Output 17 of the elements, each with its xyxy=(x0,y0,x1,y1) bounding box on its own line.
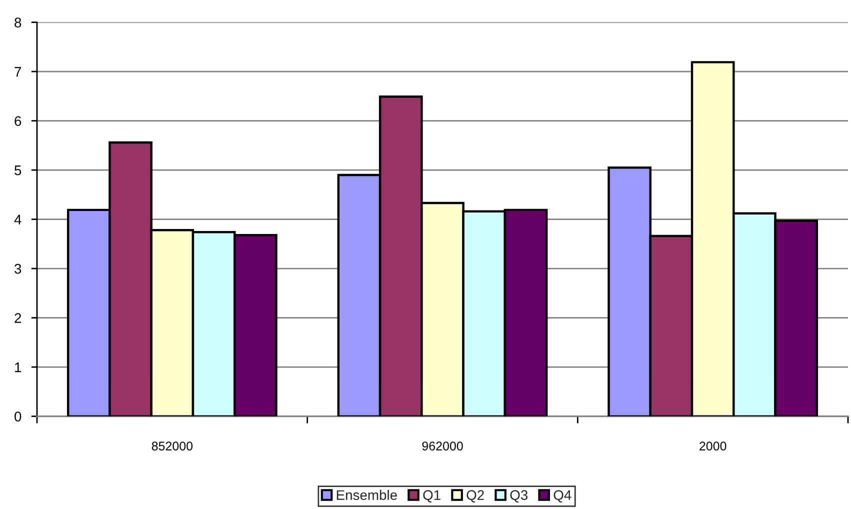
y-tick-label: 8 xyxy=(14,18,22,28)
legend-label: Q3 xyxy=(510,490,528,502)
y-tick-label: 5 xyxy=(14,166,22,176)
y-tick-label: 1 xyxy=(15,362,22,372)
legend-label: Q2 xyxy=(466,490,484,502)
y-tick-label: 7 xyxy=(14,67,22,77)
legend-label: Ensemble xyxy=(336,490,397,500)
legend-label: Q1 xyxy=(423,490,440,502)
y-tick-label: 6 xyxy=(14,116,22,126)
y-tick-label: 2 xyxy=(14,313,22,323)
y-tick-label: 0 xyxy=(14,412,22,422)
y-tick-label: 4 xyxy=(14,214,22,224)
x-tick-label: 2000 xyxy=(700,442,726,450)
legend-label: Q4 xyxy=(554,490,572,502)
x-tick-label: 962000 xyxy=(422,442,463,450)
y-tick-label: 3 xyxy=(14,264,22,274)
x-tick-label: 852000 xyxy=(152,442,193,450)
